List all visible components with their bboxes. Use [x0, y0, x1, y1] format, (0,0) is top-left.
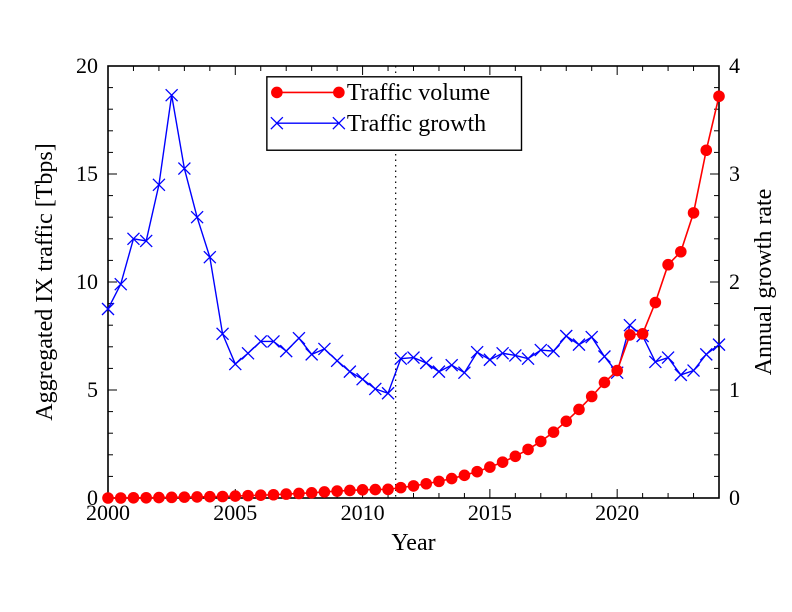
y-right-tick-label: 2 [729, 269, 740, 294]
series-volume-marker [395, 482, 407, 494]
series-volume-marker [229, 490, 241, 502]
y-right-tick-label: 3 [729, 161, 740, 186]
series-volume-marker [344, 485, 356, 497]
series-volume-marker [293, 488, 305, 500]
series-volume-marker [153, 492, 165, 504]
series-volume-marker [700, 144, 712, 156]
series-volume-marker [255, 489, 267, 501]
series-volume-marker [650, 297, 662, 309]
legend-label: Traffic growth [347, 111, 486, 137]
series-volume-marker [242, 490, 254, 502]
y-left-tick-label: 5 [87, 377, 98, 402]
series-volume-marker [586, 391, 598, 403]
x-tick-label: 2005 [213, 500, 257, 525]
series-volume-marker [510, 451, 522, 463]
series-volume-marker [459, 470, 471, 482]
series-volume-marker [675, 246, 687, 258]
series-volume-marker [331, 485, 343, 497]
series-volume-marker [217, 491, 229, 503]
x-tick-label: 2020 [595, 500, 639, 525]
series-volume-marker [306, 487, 318, 499]
series-volume-marker [370, 484, 382, 496]
series-volume-marker [535, 436, 547, 448]
series-volume-marker [446, 473, 458, 485]
series-volume-marker [357, 484, 369, 496]
series-volume-marker [484, 461, 496, 473]
series-volume-marker [471, 466, 483, 478]
y-left-tick-label: 0 [87, 485, 98, 510]
y-left-tick-label: 15 [76, 161, 98, 186]
series-volume-marker [382, 484, 394, 496]
series-volume-marker [624, 329, 636, 341]
series-volume-marker [204, 491, 216, 503]
y-right-axis-label: Annual growth rate [751, 189, 777, 376]
y-left-tick-label: 10 [76, 269, 98, 294]
series-volume-marker [548, 426, 560, 438]
series-volume-marker [102, 492, 114, 504]
legend-sample-marker [271, 87, 283, 99]
series-volume-marker [179, 491, 191, 503]
series-volume-marker [280, 488, 292, 500]
series-volume-marker [688, 207, 700, 219]
x-axis-label: Year [391, 530, 435, 556]
series-volume-marker [128, 492, 140, 504]
series-volume-marker [637, 328, 649, 340]
series-volume-marker [115, 492, 127, 504]
y-right-tick-label: 0 [729, 485, 740, 510]
legend-sample-marker [333, 87, 345, 99]
series-volume-marker [497, 456, 509, 468]
series-volume-marker [662, 259, 674, 271]
series-volume-marker [611, 365, 623, 377]
series-volume-marker [599, 377, 611, 389]
series-volume-marker [191, 491, 203, 503]
series-volume-marker [166, 492, 178, 504]
x-tick-label: 2015 [468, 500, 512, 525]
y-right-tick-label: 1 [729, 377, 740, 402]
series-volume-marker [140, 492, 152, 504]
y-left-tick-label: 20 [76, 53, 98, 78]
series-volume-marker [319, 486, 331, 498]
x-tick-label: 2010 [341, 500, 385, 525]
series-volume-marker [408, 480, 420, 492]
y-left-axis-label: Aggregated IX traffic [Tbps] [32, 143, 58, 420]
series-volume-marker [573, 404, 585, 416]
y-right-tick-label: 4 [729, 53, 740, 78]
ix-traffic-chart: 20002005201020152020Year05101520Aggregat… [0, 0, 792, 612]
series-volume-marker [268, 489, 280, 501]
series-volume-marker [433, 476, 445, 488]
series-volume-marker [560, 416, 572, 428]
series-volume-marker [420, 478, 432, 490]
series-volume-marker [522, 444, 534, 456]
legend-label: Traffic volume [347, 80, 490, 106]
series-volume-marker [713, 90, 725, 102]
